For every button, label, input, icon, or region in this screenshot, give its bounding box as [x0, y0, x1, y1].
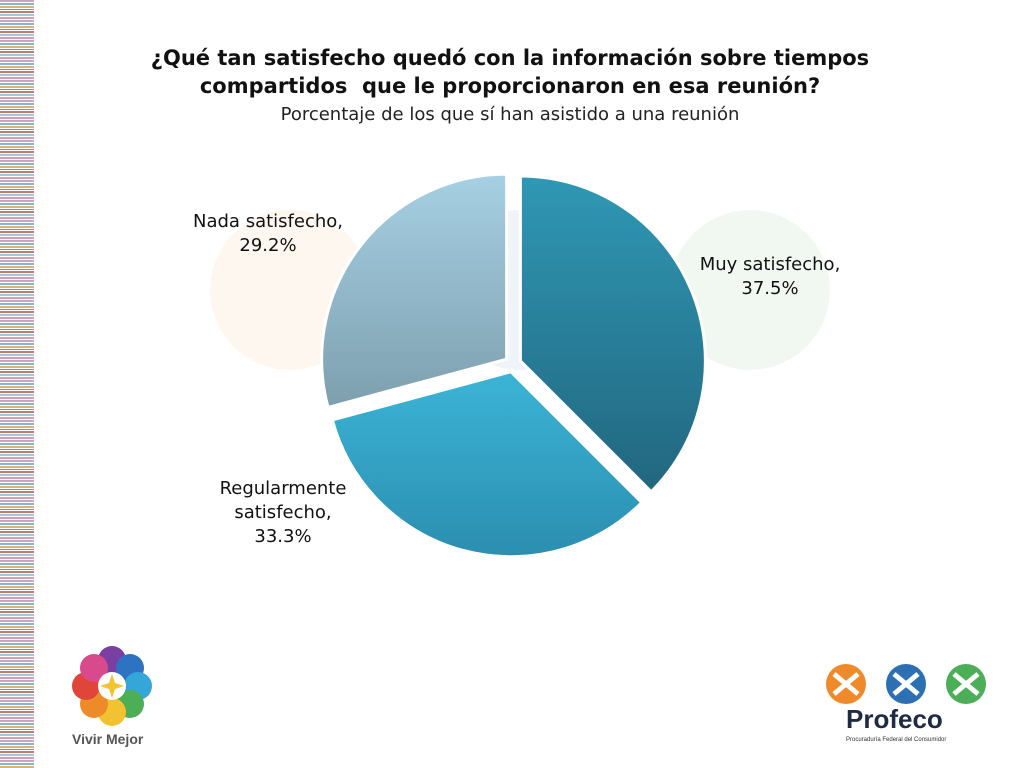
- pie-label-regularmente-satisfecho: Regularmente satisfecho, 33.3%: [220, 478, 347, 547]
- pie-label-line: 29.2%: [239, 235, 296, 256]
- pie-label-line: 33.3%: [254, 526, 311, 547]
- pie-label-nada-satisfecho: Nada satisfecho, 29.2%: [193, 211, 343, 256]
- chart-title: ¿Qué tan satisfecho quedó con la informa…: [60, 44, 960, 100]
- pie-label-muy-satisfecho: Muy satisfecho, 37.5%: [700, 254, 841, 299]
- profeco-label: Profeco: [846, 704, 943, 734]
- vivir-mejor-logo-icon: [72, 646, 152, 726]
- chart-title-line-2: compartidos que le proporcionaron en esa…: [199, 74, 821, 98]
- pie-slice-nada-satisfecho: [320, 172, 509, 410]
- pie-label-line: 37.5%: [741, 278, 798, 299]
- pie-slice-regularmente-satisfecho: [330, 370, 644, 559]
- pie-label-line: Regularmente: [220, 478, 347, 499]
- pie-label-line: Muy satisfecho,: [700, 254, 841, 275]
- vivir-mejor-label: Vivir Mejor: [72, 731, 144, 747]
- chart-subtitle: Porcentaje de los que sí han asistido a …: [280, 104, 740, 125]
- chart-title-line-1: ¿Qué tan satisfecho quedó con la informa…: [150, 46, 870, 70]
- decorative-stripes: [0, 0, 34, 768]
- pie-label-line: satisfecho,: [234, 502, 331, 523]
- pie-slice-muy-satisfecho: [518, 174, 707, 494]
- pie-label-line: Nada satisfecho,: [193, 211, 343, 232]
- profeco-logo-icon: [826, 664, 986, 704]
- profeco-subtitle: Procuraduría Federal del Consumidor: [846, 737, 947, 743]
